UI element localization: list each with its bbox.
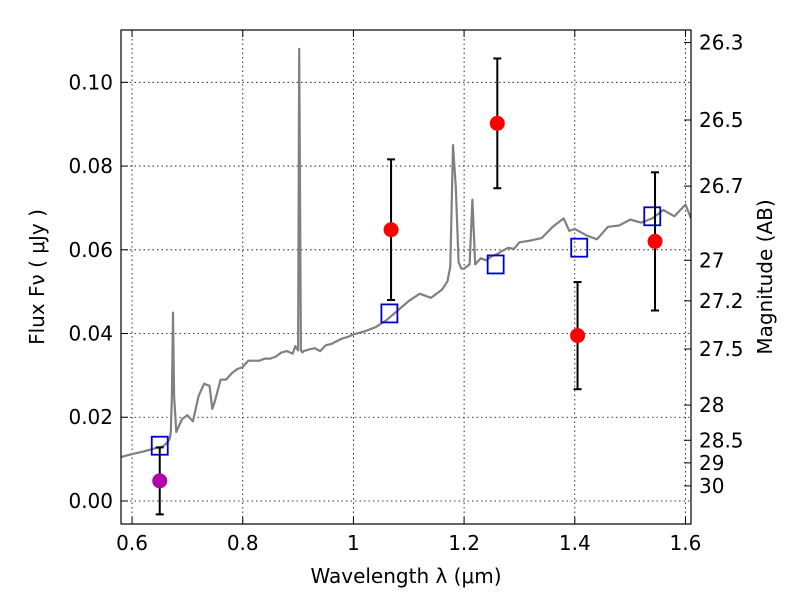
grid-layer	[121, 30, 691, 524]
y-tick-label: 0.04	[68, 322, 113, 346]
plot-frame	[120, 29, 692, 525]
right-tick-label: 30	[699, 474, 724, 498]
right-tick-label: 26.7	[699, 174, 744, 198]
upper-limit-point	[152, 473, 168, 489]
observed-flux-point	[570, 328, 586, 344]
synthetic-photometry-square	[486, 254, 505, 275]
model-sed-line	[121, 47, 691, 459]
y-tick-label: 0.02	[68, 405, 113, 429]
observed-flux-point	[647, 233, 663, 249]
tick-layer	[121, 30, 691, 524]
right-tick-label: 27.2	[699, 289, 744, 313]
x-tick-label: 0.8	[227, 531, 259, 555]
plot-layer	[121, 47, 691, 516]
y-tick-label: 0.06	[68, 238, 113, 262]
synthetic-photometry-square	[570, 237, 589, 258]
right-tick-label: 27.5	[699, 337, 744, 361]
x-tick-label: 1.4	[559, 531, 591, 555]
y-axis-title: Flux Fν ( μJy )	[25, 209, 49, 345]
right-tick-label: 29	[699, 451, 724, 475]
right-tick-label: 26.3	[699, 31, 744, 55]
observed-flux-point	[383, 222, 399, 238]
right-tick-label: 28.5	[699, 428, 744, 452]
x-tick-label: 0.6	[116, 531, 148, 555]
y-tick-label: 0.10	[68, 70, 113, 94]
label-layer: 0.6 0.8 1 1.2 1.4 1.6 0.00 0.02 0.04 0.06 0.08 0.10…	[68, 31, 743, 555]
observed-flux-point	[489, 115, 505, 131]
synthetic-photometry-square	[380, 303, 399, 324]
y-tick-label: 0.00	[68, 489, 113, 513]
x-tick-label: 1.6	[670, 531, 702, 555]
right-tick-label: 28	[699, 393, 724, 417]
x-tick-label: 1.2	[448, 531, 480, 555]
right-tick-label: 27	[699, 248, 724, 272]
x-tick-label: 1	[347, 531, 360, 555]
x-axis-title: Wavelength λ (μm)	[310, 564, 501, 588]
y-tick-label: 0.08	[68, 154, 113, 178]
synthetic-photometry-square	[643, 206, 662, 227]
right-tick-label: 26.5	[699, 108, 744, 132]
y-axis-title-right: Magnitude (AB)	[753, 199, 777, 354]
